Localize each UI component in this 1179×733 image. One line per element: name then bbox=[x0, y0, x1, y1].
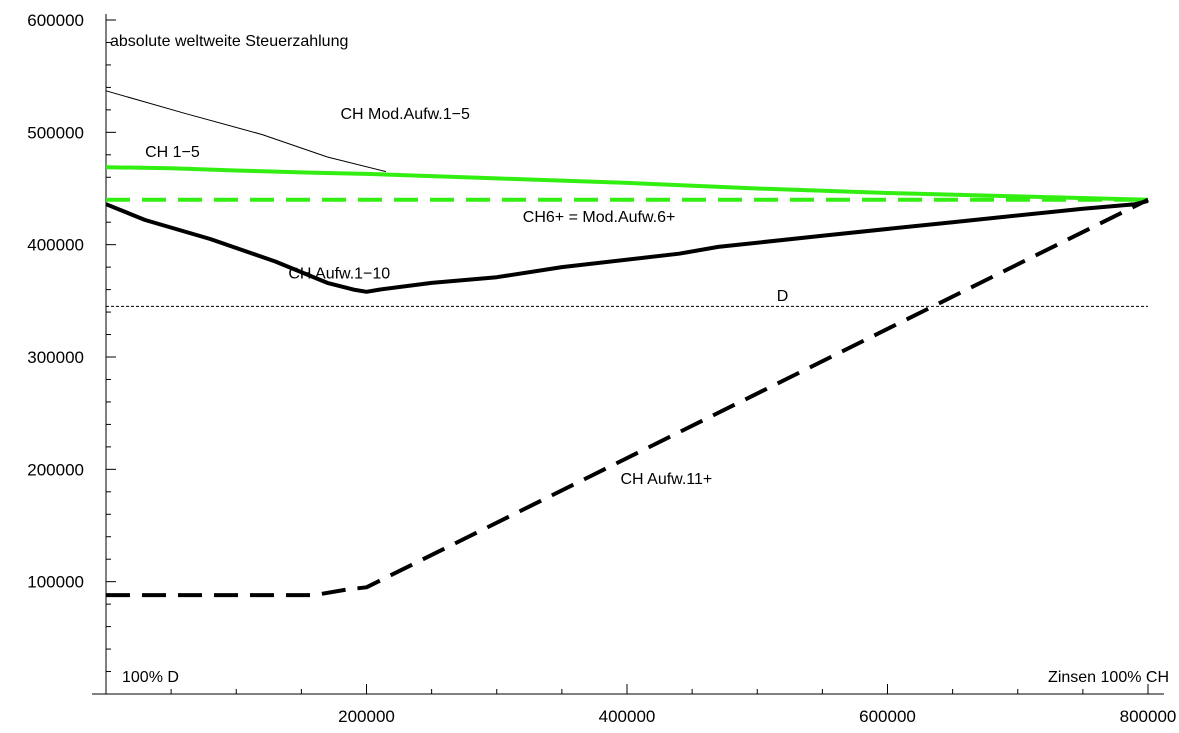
y-axis-ticks: 100000 200000 300000 400000 500000 600000 bbox=[27, 11, 116, 673]
x-axis-ticks: 200000 400000 600000 800000 bbox=[170, 684, 1177, 726]
y-tick-label: 600000 bbox=[27, 11, 84, 30]
series-annotation: CH6+ = Mod.Aufw.6+ bbox=[523, 209, 676, 226]
series-annotation: CH Aufw.11+ bbox=[620, 471, 712, 488]
series-line bbox=[106, 197, 1149, 598]
x-tick-label: 200000 bbox=[338, 707, 395, 726]
y-tick-label: 400000 bbox=[27, 236, 84, 255]
corner-label-right: Zinsen 100% CH bbox=[1048, 669, 1169, 686]
series-layer bbox=[105, 90, 1149, 598]
y-tick-label: 300000 bbox=[27, 348, 84, 367]
series-line bbox=[105, 90, 387, 173]
x-tick-label: 800000 bbox=[1120, 707, 1177, 726]
corner-label-left: 100% D bbox=[122, 669, 179, 686]
series-annotation: CH Aufw.1−10 bbox=[288, 265, 390, 282]
series-annotation: CH 1−5 bbox=[145, 144, 200, 161]
series-line bbox=[105, 165, 1149, 202]
annotations: CH Mod.Aufw.1−5 CH 1−5 CH6+ = Mod.Aufw.6+ C… bbox=[145, 106, 788, 488]
series-line bbox=[105, 198, 1149, 294]
series-annotation: CH Mod.Aufw.1−5 bbox=[340, 106, 470, 123]
y-tick-label: 500000 bbox=[27, 123, 84, 142]
y-tick-label: 100000 bbox=[27, 573, 84, 592]
series-annotation: D bbox=[777, 288, 789, 305]
x-tick-label: 600000 bbox=[859, 707, 916, 726]
y-tick-label: 200000 bbox=[27, 460, 84, 479]
y-axis-title: absolute weltweite Steuerzahlung bbox=[110, 33, 348, 50]
x-tick-label: 400000 bbox=[599, 707, 656, 726]
